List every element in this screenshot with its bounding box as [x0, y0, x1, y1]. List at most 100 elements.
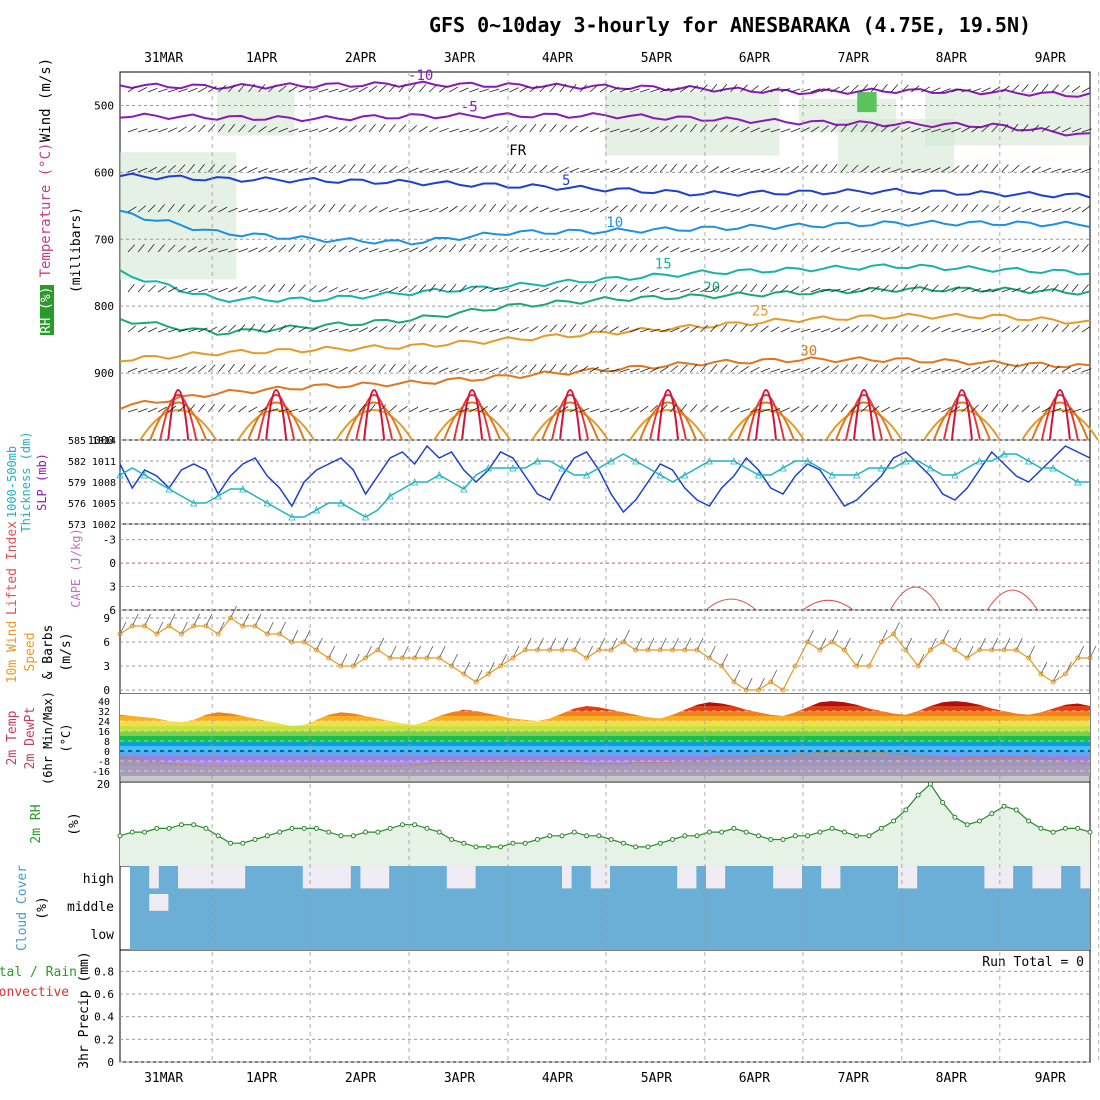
- wind-barb: [750, 85, 759, 93]
- wind-barb: [730, 84, 738, 93]
- wind-barb: [650, 287, 660, 293]
- date-label-bottom: 2APR: [345, 1071, 376, 1086]
- wind-barb: [499, 288, 510, 293]
- wind-barb: [780, 166, 790, 173]
- wind-barb: [1061, 207, 1072, 213]
- rh-point: [1001, 803, 1007, 809]
- wind-barb: [177, 245, 187, 253]
- wind-barb: [669, 403, 677, 413]
- rh-point: [1026, 818, 1032, 824]
- wind-barb: [971, 125, 980, 133]
- wind-barb: [770, 167, 781, 173]
- rh-point: [952, 814, 958, 820]
- wind-barb-10m: [758, 677, 765, 691]
- wind-barb: [459, 87, 469, 93]
- label-cloud-pct: (%): [35, 896, 50, 919]
- wind-barb-10m: [807, 629, 814, 643]
- wind-barb: [890, 284, 899, 293]
- wind-barb: [368, 248, 379, 253]
- rh-point: [743, 829, 749, 835]
- contour-label: 15: [655, 257, 672, 273]
- wind-barb-10m: [463, 661, 471, 675]
- wind-barb: [519, 288, 530, 293]
- wind-barb: [499, 164, 507, 173]
- wind-barb: [880, 285, 889, 293]
- wind-barb: [780, 407, 790, 413]
- wind-barb: [328, 203, 336, 213]
- cloud-high-clear: [1032, 866, 1062, 889]
- wind-barb-10m: [181, 621, 188, 635]
- rh-point: [792, 833, 798, 839]
- date-label-top: 31MAR: [144, 51, 183, 66]
- wind-barb: [459, 407, 469, 413]
- wind-barb: [439, 206, 449, 213]
- temp-contour: [119, 356, 1091, 410]
- wind-barb: [539, 404, 547, 413]
- wind-barb: [901, 366, 910, 373]
- wind-barb: [870, 208, 881, 213]
- wind-barb: [439, 244, 447, 253]
- wind-barb-10m: [1089, 645, 1097, 659]
- wind-barb: [800, 405, 809, 413]
- wind-barb: [157, 204, 165, 213]
- wind-barb: [690, 288, 700, 293]
- wind-barb: [981, 288, 992, 293]
- wind-barb: [670, 365, 679, 373]
- wind-barb: [1041, 83, 1049, 93]
- rh-point: [117, 833, 123, 839]
- wind-barb: [1031, 208, 1042, 213]
- rh-point: [768, 837, 774, 842]
- pressure-tick: 500: [94, 99, 114, 112]
- wind-barb: [408, 83, 416, 93]
- wind-barb: [368, 164, 376, 173]
- wind-barb-10m: [1003, 637, 1011, 651]
- wind-barb: [880, 323, 888, 333]
- wind-barb: [127, 408, 138, 413]
- wind-barb: [900, 84, 909, 93]
- wind-barb: [429, 168, 439, 173]
- wind-barb: [238, 124, 246, 133]
- wind-barb: [951, 286, 961, 293]
- wind-barb-10m: [512, 645, 520, 659]
- wind-barb: [418, 284, 427, 293]
- wind-barb: [469, 204, 477, 213]
- wind-barb: [157, 406, 167, 413]
- wind-barb: [228, 404, 236, 413]
- rh-point: [927, 781, 933, 787]
- wind-barb: [921, 368, 931, 373]
- wind-barb: [740, 408, 751, 413]
- wind-barb: [1021, 324, 1029, 333]
- wind-barb: [258, 84, 266, 93]
- wind-barb: [1031, 83, 1039, 93]
- wind-barb: [710, 248, 721, 253]
- wind-barb-10m: [500, 653, 507, 667]
- wind-barb: [479, 88, 490, 93]
- wind-barb: [961, 367, 971, 373]
- wind-barb: [910, 283, 918, 293]
- wind-barb: [288, 367, 299, 373]
- wind-barb: [860, 324, 869, 333]
- rh-point: [1013, 807, 1019, 813]
- wind-barb: [750, 408, 761, 413]
- wind-barb: [790, 128, 801, 133]
- wind-barb: [1011, 363, 1019, 373]
- wind-barb: [810, 245, 819, 253]
- wind-barb: [238, 286, 247, 293]
- wind-barb: [569, 84, 577, 93]
- wind-barb: [1081, 167, 1092, 173]
- wind-barb: [981, 125, 990, 133]
- wind-barb: [529, 288, 540, 293]
- wind-barb: [569, 246, 579, 253]
- rh-point: [706, 829, 712, 835]
- wind-barb: [479, 203, 487, 213]
- wind-barb: [1031, 406, 1041, 413]
- date-label-bottom: 6APR: [739, 1071, 770, 1086]
- warm-loop: [1040, 394, 1079, 441]
- wind-barb: [358, 205, 367, 213]
- wind-barb: [157, 328, 168, 333]
- date-label-bottom: 5APR: [641, 1071, 672, 1086]
- wind-barb: [429, 245, 438, 253]
- temp-contour: [119, 286, 1091, 336]
- wind-point: [829, 639, 835, 645]
- wind-barb: [248, 323, 256, 333]
